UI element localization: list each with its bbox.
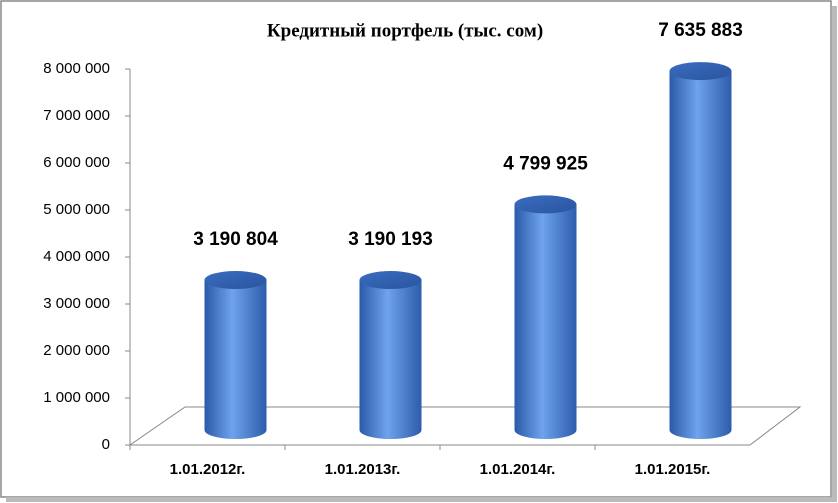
bar-top bbox=[669, 62, 732, 81]
y-tick-label: 0 bbox=[102, 436, 110, 453]
bar-top bbox=[204, 271, 267, 290]
value-label: 3 190 804 bbox=[193, 229, 278, 250]
bar-top bbox=[514, 195, 577, 214]
frame-shadow bbox=[6, 497, 837, 502]
y-tick-label: 6 000 000 bbox=[43, 154, 110, 171]
y-tick-label: 2 000 000 bbox=[43, 342, 110, 359]
x-tick-label: 1.01.2015г. bbox=[635, 461, 711, 478]
bar bbox=[514, 204, 577, 439]
y-tick-label: 4 000 000 bbox=[43, 248, 110, 265]
value-label: 3 190 193 bbox=[348, 229, 433, 250]
y-tick-label: 5 000 000 bbox=[43, 201, 110, 218]
y-tick-label: 7 000 000 bbox=[43, 107, 110, 124]
floor bbox=[128, 406, 802, 446]
chart-title: Кредитный портфель (тыс. сом) bbox=[267, 20, 543, 41]
x-tick-label: 1.01.2012г. bbox=[170, 461, 246, 478]
bar bbox=[359, 280, 422, 439]
x-tick-label: 1.01.2013г. bbox=[325, 461, 401, 478]
bar-top bbox=[359, 271, 422, 290]
y-tick-label: 8 000 000 bbox=[43, 60, 110, 77]
x-tick-label: 1.01.2014г. bbox=[480, 461, 556, 478]
frame-shadow bbox=[832, 6, 837, 502]
value-label: 7 635 883 bbox=[658, 20, 743, 41]
y-tick-label: 1 000 000 bbox=[43, 389, 110, 406]
bar bbox=[204, 280, 267, 439]
value-label: 4 799 925 bbox=[503, 153, 588, 174]
bar bbox=[669, 71, 732, 440]
y-tick-label: 3 000 000 bbox=[43, 295, 110, 312]
